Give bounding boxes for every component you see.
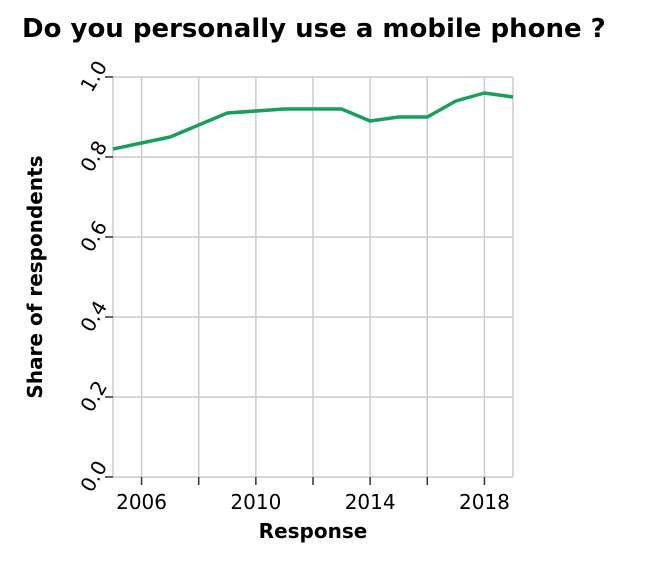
grid [112,76,514,478]
chart-title: Do you personally use a mobile phone ? [22,14,606,44]
x-tick-label: 2010 [230,490,281,514]
x-tick-label: 2006 [116,490,167,514]
x-tick-label: 2018 [459,490,510,514]
y-tick-label: 0.0 [75,456,112,496]
y-tick-label: 0.2 [75,376,112,416]
x-tick-label: 2014 [345,490,396,514]
y-axis-title: Share of respondents [23,155,47,398]
y-tick-label: 0.6 [75,216,112,256]
y-tick-label: 0.4 [75,296,112,336]
x-axis-title: Response [259,519,368,543]
y-tick-label: 1.0 [75,56,112,96]
series-line [112,91,514,151]
y-tick-label: 0.8 [75,136,112,176]
series-layer [112,91,514,151]
x-axis-ticks: 2006 2010 2014 2018 [116,477,510,514]
y-axis-ticks: 0.0 0.2 0.4 0.6 0.8 1.0 [75,56,113,496]
